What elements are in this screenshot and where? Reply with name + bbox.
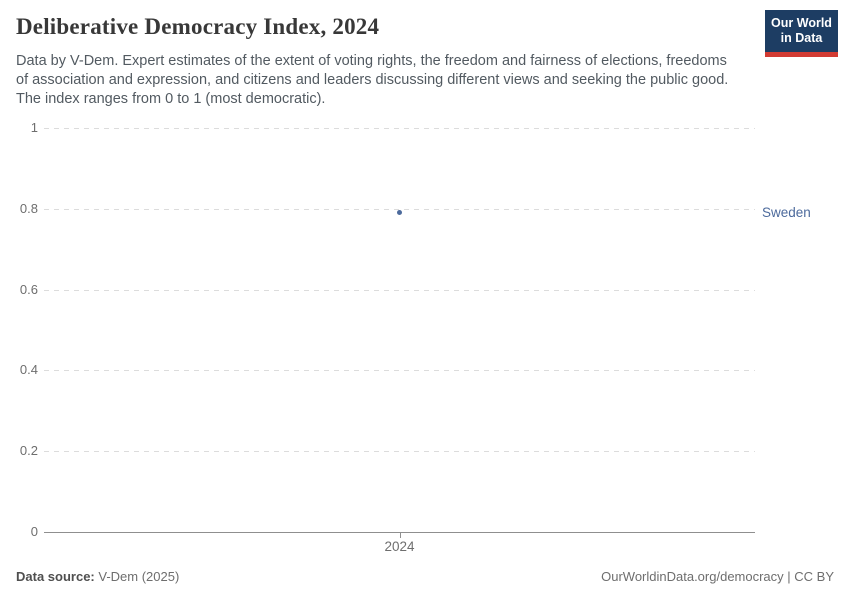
subtitle-line: The index ranges from 0 to 1 (most democ… [16,91,326,107]
owid-logo-line2: in Data [780,31,823,45]
y-axis-tick-label: 0.2 [19,443,38,459]
x-axis-line [44,532,755,533]
entity-label-sweden[interactable]: Sweden [762,204,811,220]
y-axis-tick-label: 0.4 [19,362,38,378]
y-gridline [44,128,755,129]
y-gridline [44,289,755,291]
data-source-label: Data source: [16,569,95,584]
data-source-value: V-Dem (2025) [98,569,180,584]
x-axis-tick-mark [399,533,401,538]
subtitle-line: Data by V-Dem. Expert estimates of the e… [16,53,727,69]
page-title: Deliberative Democracy Index, 2024 [16,14,380,39]
y-axis-tick-label: 0 [30,524,38,539]
y-axis-tick-label: 1 [30,120,38,135]
y-gridline [44,208,755,210]
x-axis-tick-label: 2024 [384,539,415,554]
y-gridline [44,370,755,372]
subtitle-line: of association and expression, and citiz… [16,72,729,88]
y-axis-tick-label: 0.6 [19,281,38,297]
y-gridline [44,451,755,453]
y-axis-tick-label: 0.8 [19,200,38,216]
data-point-sweden[interactable] [397,210,402,216]
owid-logo[interactable]: Our World in Data [765,10,838,57]
attribution-link[interactable]: OurWorldinData.org/democracy | CC BY [601,569,834,584]
owid-logo-line1: Our World [771,16,832,30]
chart-subtitle: Data by V-Dem. Expert estimates of the e… [16,52,761,109]
data-source: Data source: V-Dem (2025) [16,569,179,584]
